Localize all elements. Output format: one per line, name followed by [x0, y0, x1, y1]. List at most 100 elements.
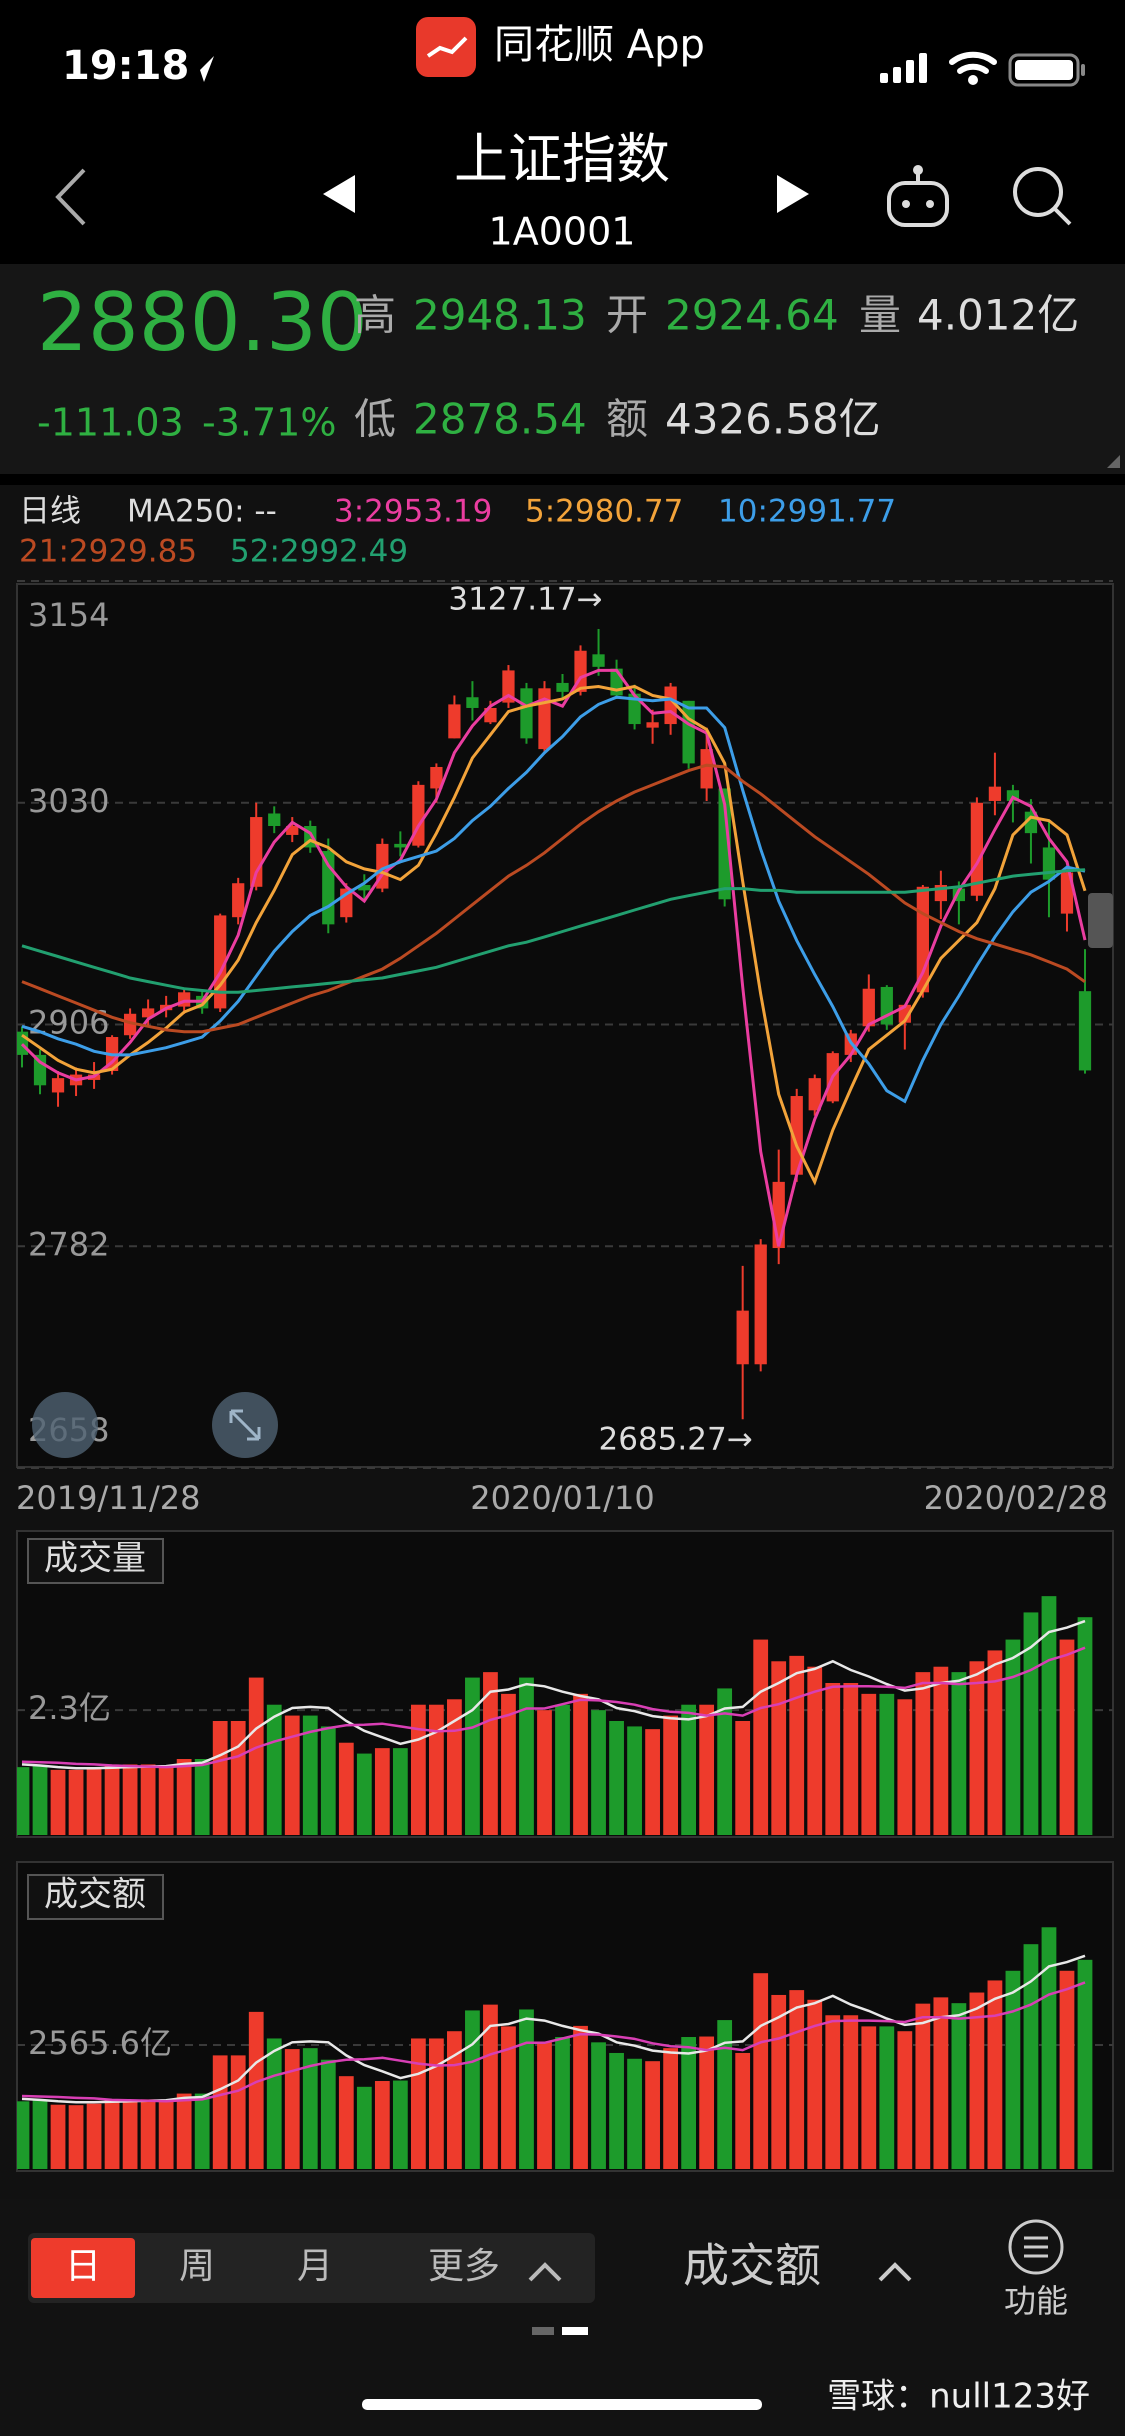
- bar: [897, 1699, 913, 1835]
- candle-body: [268, 813, 281, 826]
- bar: [302, 1715, 318, 1835]
- quote-panel: [0, 264, 1125, 474]
- quote-value: 2878.54: [413, 395, 587, 444]
- bar: [320, 1726, 336, 1835]
- page-dot: [562, 2327, 588, 2335]
- candle-body: [520, 688, 533, 739]
- bar: [987, 1980, 1003, 2169]
- next-button[interactable]: [777, 175, 809, 213]
- candle-body: [141, 1008, 155, 1018]
- bar: [1041, 1596, 1057, 1835]
- scroll-handle[interactable]: [1088, 893, 1113, 948]
- bar: [17, 1767, 30, 1835]
- bar: [501, 2026, 516, 2169]
- bar: [753, 1973, 769, 2169]
- bar: [356, 1753, 372, 1835]
- candle-body: [736, 1310, 749, 1365]
- bar: [861, 1693, 877, 1835]
- bar: [879, 2026, 895, 2169]
- bar: [158, 1767, 174, 1835]
- y-tick-label: 2782: [28, 1225, 109, 1263]
- function-glyph: [1024, 2236, 1048, 2258]
- tab[interactable]: 周: [179, 2246, 215, 2287]
- ma-line: [21, 868, 1086, 994]
- bar: [789, 1655, 805, 1835]
- period-label: 日线: [19, 494, 81, 530]
- tab[interactable]: 月: [297, 2246, 333, 2287]
- quote-value: 4326.58亿: [665, 395, 881, 444]
- function-icon[interactable]: [1008, 2219, 1064, 2275]
- bar: [68, 2105, 84, 2169]
- wifi-dot: [968, 75, 978, 85]
- candle-body: [808, 1078, 821, 1111]
- ma-line: [21, 1981, 1086, 2103]
- candle-body: [448, 704, 461, 739]
- search-button[interactable]: [1013, 167, 1072, 226]
- quote-label: 高: [354, 291, 396, 340]
- battery-level: [1015, 60, 1073, 80]
- robot-button[interactable]: [887, 165, 949, 227]
- bar: [338, 1742, 354, 1835]
- tab[interactable]: 日: [65, 2246, 101, 2287]
- annotation: 3127.17→: [448, 581, 602, 617]
- bar: [374, 2081, 390, 2169]
- legend-entry: 5:2980.77: [525, 494, 683, 530]
- bar: [194, 2093, 210, 2169]
- bar: [735, 2052, 751, 2169]
- bar: [248, 1677, 264, 1835]
- bar: [230, 1721, 246, 1835]
- bar: [356, 2086, 372, 2169]
- candle-body: [51, 1078, 65, 1093]
- candle-body: [466, 697, 479, 708]
- indicator-chevron[interactable]: [878, 2262, 912, 2282]
- bar: [609, 2052, 624, 2169]
- bar: [1059, 1970, 1075, 2169]
- signal-icon: [880, 53, 927, 83]
- tab[interactable]: 更多: [428, 2246, 500, 2287]
- bar: [555, 1704, 570, 1835]
- bar: [176, 1759, 192, 1835]
- bar: [843, 1683, 859, 1835]
- candle-body: [592, 654, 605, 667]
- bar: [320, 2059, 336, 2169]
- candle-body: [916, 886, 929, 993]
- expand-corner[interactable]: [1107, 455, 1120, 468]
- annotation: 2685.27→: [599, 1422, 753, 1458]
- bar: [825, 2015, 841, 2169]
- bar: [1077, 1617, 1093, 1835]
- indicator-select[interactable]: 成交额: [683, 2239, 821, 2293]
- candle-body: [17, 1031, 29, 1055]
- prev-button[interactable]: [323, 175, 355, 213]
- back-button[interactable]: [55, 168, 86, 226]
- panel-title-box: [27, 1538, 164, 1584]
- collapse-button[interactable]: [32, 1392, 98, 1458]
- tab-chevron[interactable]: [528, 2262, 562, 2282]
- panel-title: 成交额: [44, 1875, 146, 1915]
- bar: [969, 1661, 985, 1835]
- candle-body: [322, 851, 335, 925]
- bar: [465, 1677, 480, 1835]
- legend-entry: 52:2992.49: [230, 534, 408, 570]
- function-label[interactable]: 功能: [1004, 2282, 1068, 2320]
- x-tick-label: 2019/11/28: [16, 1479, 200, 1517]
- bar: [501, 1693, 516, 1835]
- location-icon: [190, 56, 214, 82]
- candle-body: [988, 786, 1002, 801]
- bar: [573, 1693, 588, 1835]
- quote-label: 额: [606, 395, 648, 444]
- ma250-label: MA250: --: [127, 494, 277, 530]
- bar: [465, 2010, 480, 2169]
- ma-line: [21, 763, 1086, 1034]
- candle-body: [628, 693, 641, 725]
- bar: [122, 1764, 138, 1835]
- bar: [717, 1688, 733, 1835]
- watermark: 雪球：null123好: [827, 2377, 1090, 2417]
- y-tick-label: 2.3亿: [28, 1689, 111, 1727]
- bar: [537, 2042, 552, 2169]
- bar: [627, 1726, 642, 1835]
- bar: [1041, 1927, 1057, 2169]
- app-icon-glyph: [426, 36, 468, 58]
- bar: [266, 1704, 282, 1835]
- candle-body: [1006, 790, 1020, 801]
